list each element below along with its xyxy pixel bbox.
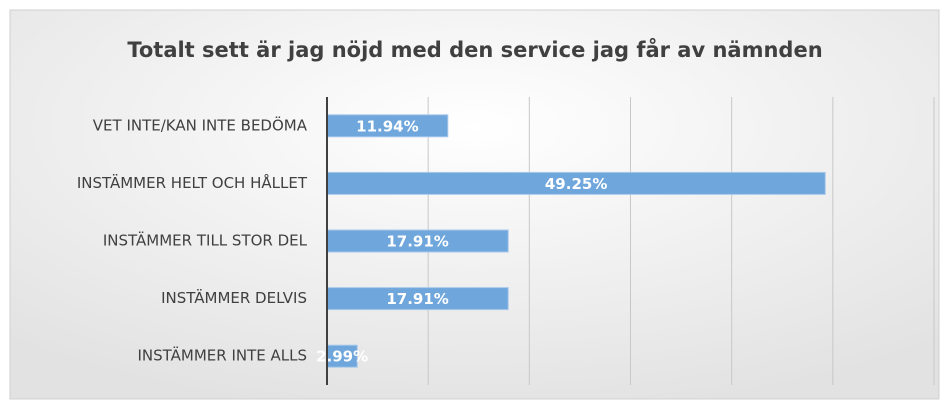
- data-label: 11.94%: [356, 117, 418, 135]
- data-label: 17.91%: [386, 290, 448, 308]
- y-tick-label: VET INTE/KAN INTE BEDÖMA: [93, 115, 308, 134]
- y-tick-label: INSTÄMMER DELVIS: [161, 288, 307, 307]
- y-tick-label: INSTÄMMER INTE ALLS: [137, 346, 307, 365]
- y-tick-label: INSTÄMMER HELT OCH HÅLLET: [77, 173, 308, 192]
- chart-title: Totalt sett är jag nöjd med den service …: [127, 37, 822, 62]
- data-label: 17.91%: [386, 233, 448, 251]
- chart-area: [9, 9, 940, 400]
- data-label: 2.99%: [316, 348, 368, 366]
- data-label: 49.25%: [545, 175, 607, 193]
- y-tick-label: INSTÄMMER TILL STOR DEL: [103, 231, 308, 250]
